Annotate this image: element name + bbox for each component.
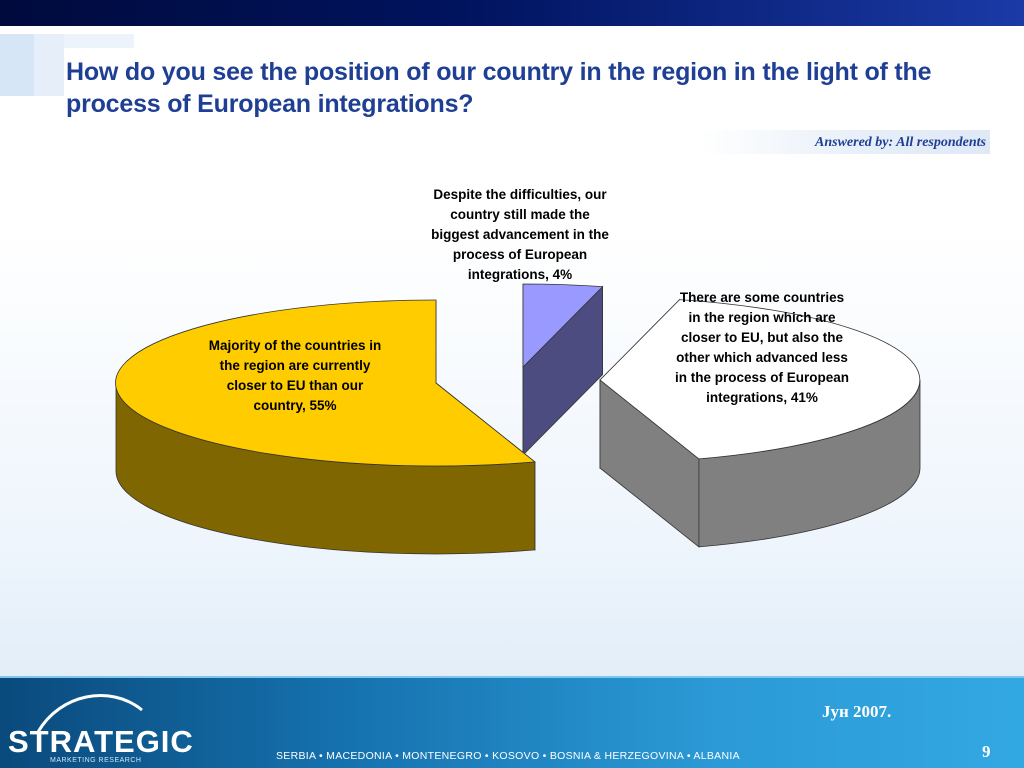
slide-title: How do you see the position of our count… <box>66 58 932 118</box>
data-label-text: There are some countries in the region w… <box>674 290 850 405</box>
decor-square <box>64 34 134 48</box>
data-label-text: Majority of the countries in the region … <box>208 338 382 413</box>
footer-countries: SERBIA • MACEDONIA • MONTENEGRO • KOSOVO… <box>276 750 740 762</box>
slide-date: Јун 2007. <box>822 702 892 721</box>
data-label-some-closer: There are some countries in the region w… <box>674 290 850 405</box>
logo-swoosh-icon <box>36 694 143 733</box>
decor-square <box>34 34 64 96</box>
decor-square <box>0 34 34 96</box>
logo-tagline: MARKETING RESEARCH <box>50 757 142 764</box>
answered-by-box <box>700 130 990 154</box>
strategic-logo: STRATEGIC <box>8 724 194 759</box>
footer-band <box>0 676 1024 768</box>
slice-some-closer-top <box>599 299 921 460</box>
data-label-text: Despite the difficulties, our country st… <box>431 187 609 282</box>
footer-divider <box>0 676 1024 678</box>
answered-by-note: Answered by: All respondents <box>815 135 986 150</box>
data-label-majority-closer: Majority of the countries in the region … <box>208 338 382 413</box>
slice-advancement-top <box>522 283 604 368</box>
top-bar <box>0 0 1024 26</box>
slice-majority-closer-top <box>115 299 536 467</box>
data-label-advancement: Despite the difficulties, our country st… <box>431 187 609 282</box>
page-number: 9 <box>982 742 991 761</box>
